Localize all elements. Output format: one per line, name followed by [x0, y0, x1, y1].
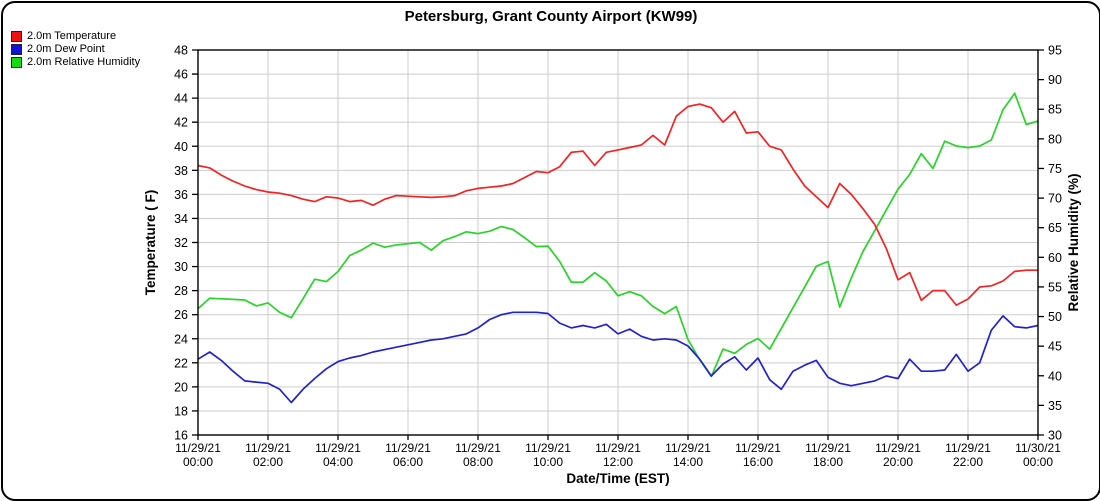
- svg-text:22: 22: [174, 356, 188, 370]
- svg-text:38: 38: [174, 164, 188, 178]
- svg-text:55: 55: [1048, 280, 1062, 294]
- svg-text:44: 44: [174, 92, 188, 106]
- svg-text:11/29/21: 11/29/21: [245, 441, 291, 455]
- svg-text:26: 26: [174, 308, 188, 322]
- x-axis-ticks: 11/29/2100:0011/29/2102:0011/29/2104:001…: [175, 435, 1061, 469]
- svg-text:46: 46: [174, 68, 188, 82]
- svg-text:60: 60: [1048, 251, 1062, 265]
- svg-text:36: 36: [174, 188, 188, 202]
- svg-text:20: 20: [174, 380, 188, 394]
- svg-text:50: 50: [1048, 310, 1062, 324]
- svg-text:11/29/21: 11/29/21: [595, 441, 641, 455]
- right-axis-title: Relative Humidity (%): [1066, 173, 1081, 311]
- svg-text:45: 45: [1048, 340, 1062, 354]
- chart-canvas: 16 18 20 22 24 26 28 30 32 34 36 38 40 42 44 46 48 30 35 40…: [143, 44, 1081, 487]
- svg-text:11/29/21: 11/29/21: [525, 441, 571, 455]
- svg-text:48: 48: [174, 44, 188, 58]
- temperature-swatch-icon: [11, 31, 22, 42]
- svg-text:11/29/21: 11/29/21: [805, 441, 851, 455]
- legend-label: 2.0m Temperature: [27, 30, 117, 42]
- svg-text:11/29/21: 11/29/21: [385, 441, 431, 455]
- svg-text:02:00: 02:00: [253, 455, 283, 469]
- svg-text:08:00: 08:00: [463, 455, 493, 469]
- svg-text:40: 40: [1048, 369, 1062, 383]
- svg-text:85: 85: [1048, 103, 1062, 117]
- svg-text:00:00: 00:00: [183, 455, 213, 469]
- svg-text:80: 80: [1048, 132, 1062, 146]
- legend-item-relative-humidity: 2.0m Relative Humidity: [11, 56, 140, 69]
- svg-text:34: 34: [174, 212, 188, 226]
- dew-point-line: [197, 311, 1039, 404]
- svg-text:11/29/21: 11/29/21: [175, 441, 221, 455]
- svg-text:30: 30: [174, 260, 188, 274]
- svg-text:11/29/21: 11/29/21: [945, 441, 991, 455]
- legend: 2.0m Temperature 2.0m Dew Point 2.0m Rel…: [11, 30, 140, 69]
- svg-text:32: 32: [174, 236, 188, 250]
- svg-text:16: 16: [174, 429, 188, 443]
- svg-text:11/30/21: 11/30/21: [1015, 441, 1061, 455]
- svg-text:18:00: 18:00: [813, 455, 843, 469]
- svg-text:70: 70: [1048, 192, 1062, 206]
- humidity-swatch-icon: [11, 57, 22, 68]
- svg-text:20:00: 20:00: [883, 455, 913, 469]
- legend-item-temperature: 2.0m Temperature: [11, 30, 140, 43]
- svg-text:30: 30: [1048, 429, 1062, 443]
- legend-label: 2.0m Dew Point: [27, 43, 105, 55]
- svg-text:14:00: 14:00: [673, 455, 703, 469]
- left-axis-ticks: 16 18 20 22 24 26 28 30 32 34 36 38 40 42 44 46 48: [174, 44, 198, 443]
- temperature-line: [197, 103, 1038, 306]
- grid-lines: [198, 50, 1038, 435]
- svg-text:24: 24: [174, 332, 188, 346]
- svg-text:11/29/21: 11/29/21: [455, 441, 501, 455]
- svg-text:95: 95: [1048, 44, 1062, 58]
- svg-text:18: 18: [174, 404, 188, 418]
- svg-text:04:00: 04:00: [323, 455, 353, 469]
- legend-label: 2.0m Relative Humidity: [27, 56, 141, 68]
- plot-frame: [197, 49, 1039, 436]
- svg-text:11/29/21: 11/29/21: [735, 441, 781, 455]
- left-axis-title: Temperature ( F): [143, 190, 158, 296]
- svg-text:22:00: 22:00: [953, 455, 983, 469]
- svg-text:11/29/21: 11/29/21: [665, 441, 711, 455]
- page-title: Petersburg, Grant County Airport (KW99): [404, 8, 698, 25]
- svg-text:28: 28: [174, 284, 188, 298]
- svg-text:11/29/21: 11/29/21: [875, 441, 921, 455]
- svg-text:16:00: 16:00: [743, 455, 773, 469]
- svg-text:35: 35: [1048, 399, 1062, 413]
- right-axis-ticks: 30 35 40 45 50 55 60 65 70 75 80 85 90 95: [1038, 44, 1062, 443]
- svg-text:42: 42: [174, 116, 188, 130]
- x-axis-title: Date/Time (EST): [566, 471, 669, 486]
- svg-text:10:00: 10:00: [533, 455, 563, 469]
- humidity-line: [197, 92, 1039, 378]
- dew-point-swatch-icon: [11, 44, 22, 55]
- svg-text:90: 90: [1048, 73, 1062, 87]
- svg-text:06:00: 06:00: [393, 455, 423, 469]
- svg-text:00:00: 00:00: [1023, 455, 1053, 469]
- svg-text:12:00: 12:00: [603, 455, 633, 469]
- svg-text:40: 40: [174, 140, 188, 154]
- legend-item-dew-point: 2.0m Dew Point: [11, 43, 140, 56]
- svg-text:75: 75: [1048, 162, 1062, 176]
- svg-text:65: 65: [1048, 221, 1062, 235]
- svg-text:11/29/21: 11/29/21: [315, 441, 361, 455]
